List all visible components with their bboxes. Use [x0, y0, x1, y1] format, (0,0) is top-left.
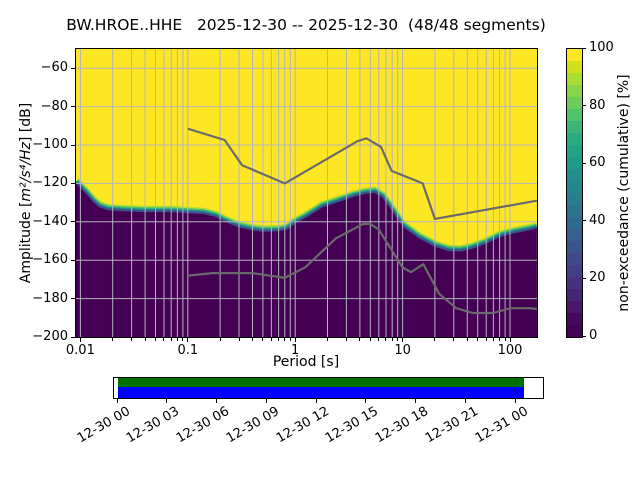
colorbar-tick-label: 0: [589, 328, 598, 343]
x-minor-tick: [391, 338, 393, 341]
y-tick-label: −140: [32, 213, 68, 229]
timeline-tick: [514, 398, 516, 403]
y-tick: [71, 298, 75, 300]
colorbar-tick: [582, 162, 586, 164]
timeline-tick-label: 12-30 03: [124, 404, 183, 447]
colorbar: [566, 48, 583, 338]
x-minor-tick: [163, 338, 165, 341]
timeline-tick: [166, 398, 168, 403]
x-minor-tick: [278, 338, 280, 341]
colorbar-tick-label: 80: [589, 97, 606, 113]
x-minor-tick: [345, 338, 347, 341]
x-minor-tick: [453, 338, 455, 341]
x-minor-tick: [499, 338, 501, 341]
y-tick-label: −200: [32, 329, 68, 344]
timeline-tick: [415, 398, 416, 403]
timeline-tick-label: 12-30 00: [74, 404, 133, 447]
timeline-tick: [464, 398, 466, 403]
colorbar-tick: [582, 220, 586, 222]
timeline-tick-label: 12-30 12: [273, 404, 332, 447]
x-tick-label: 1: [291, 343, 300, 358]
x-minor-tick: [369, 338, 371, 341]
x-minor-tick: [477, 338, 479, 341]
colorbar-tick-label: 100: [589, 40, 614, 55]
x-tick: [294, 338, 296, 342]
colorbar-tick: [582, 105, 586, 107]
colorbar-tick: [582, 335, 586, 337]
x-minor-tick: [176, 338, 178, 341]
x-minor-tick: [251, 338, 253, 341]
ppsd-heatmap: [76, 49, 537, 337]
ppsd-plot-area: [75, 48, 538, 338]
x-minor-tick: [327, 338, 329, 341]
x-minor-tick: [270, 338, 272, 341]
x-tick: [509, 338, 511, 342]
x-minor-tick: [492, 338, 494, 341]
y-tick-label: −180: [32, 290, 68, 306]
x-minor-tick: [289, 338, 291, 341]
y-tick-label: −60: [40, 60, 68, 76]
timeline-tick-label: 12-30 18: [372, 404, 431, 447]
x-minor-tick: [154, 338, 156, 341]
x-tick: [79, 338, 81, 342]
y-tick: [71, 182, 75, 184]
y-tick-label: −80: [40, 98, 68, 114]
x-minor-tick: [378, 338, 380, 341]
y-tick-label: −160: [32, 252, 68, 268]
x-tick: [402, 338, 404, 342]
coverage-bar-blue: [118, 387, 524, 398]
colorbar-label: non-exceedance (cumulative) [%]: [616, 74, 632, 312]
timeline-tick-label: 12-30 15: [323, 404, 382, 447]
x-tick: [187, 338, 189, 342]
y-tick: [71, 144, 75, 146]
x-tick-label: 0.01: [65, 343, 95, 358]
timeline-tick: [216, 398, 217, 403]
x-axis-label: Period [s]: [272, 354, 340, 370]
x-minor-tick: [466, 338, 468, 341]
colorbar-tick-label: 60: [589, 155, 606, 171]
timeline-tick-label: 12-31 00: [472, 404, 531, 447]
timeline-tick: [315, 398, 317, 403]
x-minor-tick: [219, 338, 221, 341]
timeline-tick-label: 12-30 09: [223, 404, 282, 447]
coverage-timeline: [113, 377, 544, 399]
x-minor-tick: [385, 338, 387, 341]
x-minor-tick: [262, 338, 264, 341]
x-minor-tick: [434, 338, 436, 341]
x-minor-tick: [397, 338, 399, 341]
x-tick-label: 10: [394, 343, 411, 358]
timeline-tick: [365, 398, 367, 403]
x-minor-tick: [131, 338, 133, 341]
x-minor-tick: [238, 338, 240, 341]
x-minor-tick: [504, 338, 506, 341]
x-tick-label: 0.1: [177, 343, 199, 358]
x-minor-tick: [144, 338, 146, 341]
y-tick: [71, 67, 75, 69]
y-tick-label: −100: [32, 137, 68, 152]
y-tick: [71, 106, 75, 108]
colorbar-tick: [582, 47, 586, 49]
plot-title: BW.HROE..HHE 2025-12-30 -- 2025-12-30 (4…: [66, 16, 546, 34]
colorbar-tick-label: 20: [589, 270, 606, 286]
colorbar-tick: [582, 277, 586, 279]
x-minor-tick: [359, 338, 361, 341]
colorbar-tick-label: 40: [589, 212, 606, 228]
x-minor-tick: [170, 338, 172, 341]
coverage-bar-green: [118, 378, 524, 387]
y-tick-label: −120: [32, 175, 68, 191]
x-minor-tick: [485, 338, 487, 341]
timeline-tick: [265, 398, 267, 403]
timeline-tick-label: 12-30 06: [173, 404, 232, 447]
x-tick-label: 100: [497, 343, 523, 358]
x-minor-tick: [182, 338, 184, 341]
x-minor-tick: [112, 338, 114, 341]
timeline-tick: [116, 398, 118, 403]
y-tick: [71, 259, 75, 261]
timeline-tick-label: 12-30 21: [422, 404, 481, 447]
y-tick: [71, 221, 75, 223]
y-tick: [71, 336, 75, 338]
x-minor-tick: [284, 338, 286, 341]
